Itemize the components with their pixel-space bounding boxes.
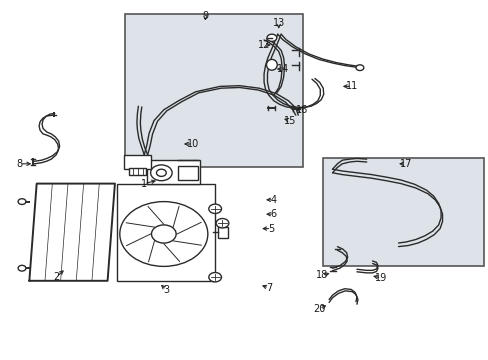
Text: 2: 2 [53,272,59,282]
Bar [217,227,228,238]
Text: 12: 12 [257,40,270,50]
Circle shape [266,34,276,41]
Text: 14: 14 [276,64,288,74]
Text: 5: 5 [268,224,274,234]
Bar [146,160,200,184]
Text: 9: 9 [202,11,208,21]
Bar [117,184,215,281]
Bar [129,168,146,175]
Bar [124,155,151,169]
Bar [124,14,303,167]
Text: 8: 8 [17,159,22,169]
Circle shape [150,165,172,181]
Circle shape [18,265,26,271]
Text: 16: 16 [295,105,308,115]
Circle shape [120,202,207,266]
Text: 15: 15 [283,116,296,126]
Circle shape [151,225,176,243]
Text: 10: 10 [186,139,199,149]
Ellipse shape [266,59,277,70]
Circle shape [156,169,166,176]
Text: 1: 1 [141,179,147,189]
Text: 13: 13 [272,18,285,28]
Text: 20: 20 [312,303,325,314]
Text: 17: 17 [399,159,411,169]
Circle shape [208,204,221,213]
Circle shape [208,273,221,282]
Text: 3: 3 [163,285,169,295]
Text: 19: 19 [374,273,387,283]
Text: 7: 7 [265,283,271,293]
Text: 11: 11 [345,81,358,91]
Circle shape [355,65,363,71]
Circle shape [18,199,26,204]
Text: 4: 4 [270,195,276,205]
Circle shape [216,219,228,228]
Text: 6: 6 [270,209,276,219]
Bar [322,158,483,266]
Text: 18: 18 [315,270,327,280]
Bar [178,166,198,180]
